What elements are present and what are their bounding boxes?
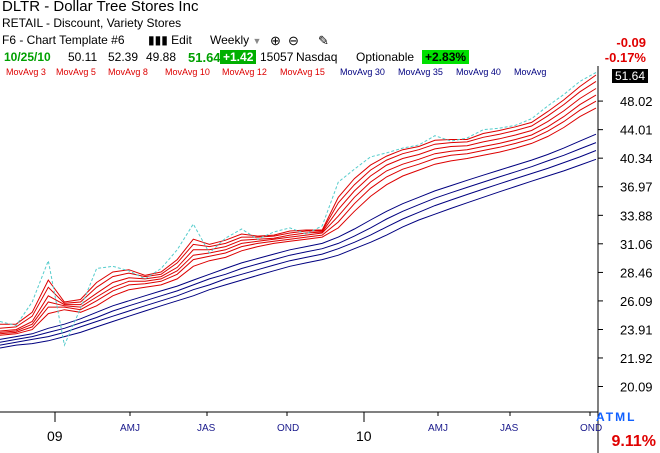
x-tick-label: JAS [500,423,519,434]
period-label: Weekly [210,33,250,47]
y-tick-label: 20.09 [620,380,653,395]
legend-entry: MovAvg 10 [165,67,210,77]
legend-entry: MovAvg 8 [108,67,148,77]
legend-entry: MovAvg 3 [6,67,46,77]
zoom-out-icon[interactable]: ⊖ [288,33,299,48]
y-tick-label: 31.06 [620,237,653,252]
relative-strength: 9.11% [611,433,656,450]
change-pct: -0.17% [604,50,646,65]
quote-low: 49.88 [146,50,177,64]
edit-button[interactable]: ▮▮▮ Edit [148,33,192,47]
quote-optionable: Optionable [356,50,415,64]
edit-label: Edit [171,33,192,47]
x-tick-label: AMJ [120,423,140,434]
x-tick-label: AMJ [428,423,448,434]
legend-entry: MovAvg 30 [340,67,385,77]
series-line-short-ma [0,100,597,335]
x-tick-label: 09 [47,428,63,444]
legend-entry: MovAvg 35 [398,67,443,77]
period-dropdown[interactable]: Weekly ▼ [210,33,261,47]
y-tick-label: 23.91 [620,322,653,337]
legend-entry: MovAvg 15 [280,67,325,77]
x-tick-label: OND [580,423,602,434]
y-axis: 48.02 44.01 40.34 36.97 33.88 31.06 28.46 26.09… [598,94,653,395]
change-abs: -0.09 [616,35,646,50]
y-tick-label: 48.02 [620,94,653,109]
series-line-long-ma [0,133,597,340]
quote-date: 10/25/10 [4,50,51,64]
quote-change: +1.42 [220,50,257,64]
chart-grid [0,66,599,453]
quote-high: 52.39 [108,50,139,64]
y-tick-label: 33.88 [620,208,653,223]
y-tick-label: 44.01 [620,123,653,138]
chevron-down-icon: ▼ [252,36,262,46]
series-line-short-ma [0,74,597,325]
series-line-price [0,72,597,347]
price-chart[interactable]: 48.02 44.01 40.34 36.97 33.88 31.06 28.46 26.09… [0,66,660,453]
quote-open: 50.11 [68,50,98,64]
series-line-long-ma [0,158,597,349]
chart-lines [0,72,597,349]
template-selector[interactable]: F6 - Chart Template #6 [2,33,125,47]
pencil-icon[interactable]: ✎ [318,33,329,48]
bar-chart-icon: ▮▮▮ [148,33,168,47]
y-tick-label: 26.09 [620,294,653,309]
series-line-short-ma [0,94,597,333]
legend-entry: MovAvg 12 [222,67,267,77]
series-line-long-ma [0,150,597,346]
x-tick-label: OND [277,423,299,434]
legend-entry: MovAvg 40 [456,67,501,77]
x-tick-label: 10 [356,428,372,444]
chart-header: DLTR - Dollar Tree Stores Inc RETAIL - D… [0,0,660,66]
series-line-short-ma [0,80,597,329]
series-line-short-ma [0,107,597,336]
y-tick-label: 28.46 [620,265,653,280]
y-tick-label: 21.92 [620,351,653,366]
legend-entry: MovAvg 5 [56,67,96,77]
quote-close: 51.64 [188,50,221,65]
series-line-short-ma [0,88,597,332]
last-price-box: 51.64 [612,69,648,83]
y-tick-label: 40.34 [620,151,653,166]
legend-entry: MovAvg [514,67,547,77]
quote-volume: 15057 [260,50,294,64]
template-bar: F6 - Chart Template #6 ▮▮▮ Edit Weekly ▼… [2,33,329,48]
quote-exchange: Nasdaq [296,50,338,64]
industry-label: RETAIL - Discount, Variety Stores [2,16,182,30]
series-line-long-ma [0,142,597,343]
stock-title: DLTR - Dollar Tree Stores Inc [2,0,199,15]
atml-label: ATML [596,410,637,424]
x-tick-label: JAS [197,423,216,434]
atml-indicator: ATML [596,410,636,424]
x-axis: 09 AMJ JAS OND 10 AMJ JAS OND [47,412,602,444]
quote-pct-change: +2.83% [422,50,470,64]
zoom-in-icon[interactable]: ⊕ [270,33,281,48]
y-tick-label: 36.97 [620,180,653,195]
